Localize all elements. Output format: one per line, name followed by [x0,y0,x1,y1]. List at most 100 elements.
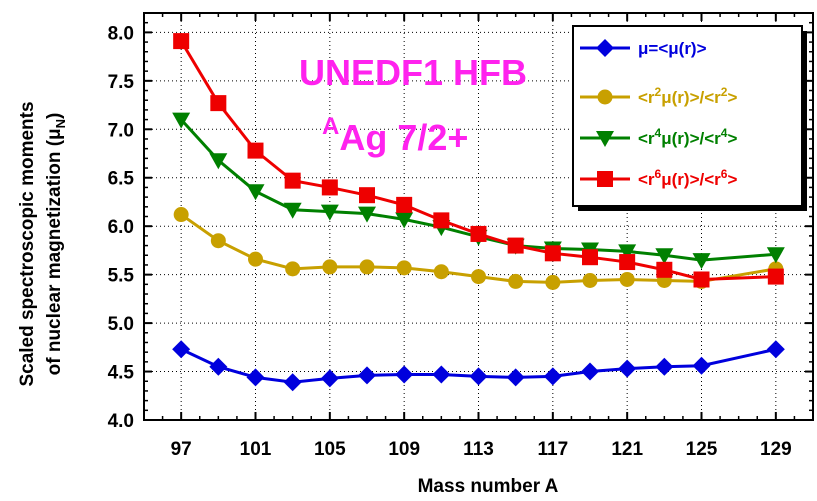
data-point [320,369,339,388]
data-point [507,237,524,254]
series-2 [173,207,784,290]
legend-label-superscript: 6 [721,167,728,181]
data-point [284,172,301,189]
legend-label-part: <r [638,129,655,148]
y-tick-label: 6.0 [108,217,134,238]
data-point [395,365,414,384]
data-point [246,368,265,387]
x-tick-label: 109 [388,439,420,460]
data-point [210,95,227,112]
data-point [283,373,302,392]
data-point [320,204,339,221]
legend-label-part: μ(r)>/<r [661,129,721,148]
legend-marker [596,39,614,57]
data-point [173,33,190,50]
x-tick-label: 105 [314,439,346,460]
y-tick-label: 8.0 [108,23,134,44]
legend-marker [596,131,614,147]
legend-label-part: μ=<μ(r)> [638,39,707,58]
data-point [359,259,375,275]
x-tick-label: 125 [686,439,718,460]
legend-label-part: μ(r)>/<r [661,88,721,107]
data-point [359,187,375,204]
data-point [285,261,301,277]
series-line [180,347,777,384]
series-line [179,40,776,281]
legend-item-2: <r2μ(r)>/<r2> [580,85,737,107]
y-tick-label: 7.5 [108,72,135,93]
legend-marker [597,89,613,105]
data-point [619,271,635,287]
data-point [766,340,785,359]
legend-label-part: > [727,129,737,148]
data-point [471,269,486,285]
y-axis-title-line2: of nuclear magnetization (μN) [44,113,68,376]
data-point [545,274,561,290]
x-tick-label: 97 [171,439,192,460]
data-point [432,365,451,384]
data-point [321,179,338,196]
legend-marker [597,171,613,187]
data-point [172,340,191,359]
series-1 [172,340,785,392]
data-point [656,261,673,278]
annotation-model: UNEDF1 HFB [299,52,527,93]
x-tick-label: 113 [463,439,494,460]
data-point [358,366,376,385]
x-tick-label: 121 [611,439,643,460]
data-point [543,367,562,386]
data-point [433,264,449,280]
data-point [508,273,524,289]
data-point [433,212,450,229]
series-line [180,213,777,284]
data-point [358,206,376,223]
data-point [322,259,338,275]
legend-label-part: > [727,88,737,107]
data-point [692,253,711,270]
annotation-nucleus-label: Ag 7/2+ [339,117,468,158]
data-point [619,254,636,271]
data-point [544,245,561,262]
y-axis-title-line2-subscript: N [53,119,68,128]
y-axis-title-line1: Scaled spectroscopic moments [17,101,38,386]
legend-label-part: > [727,170,737,189]
legend: μ=<μ(r)><r2μ(r)>/<r2><r4μ(r)>/<r4><r6μ(r… [572,25,807,211]
data-point [582,249,598,266]
data-point [618,244,637,261]
y-tick-label: 5.0 [108,314,134,335]
legend-label: μ=<μ(r)> [638,39,707,58]
data-point [210,233,226,249]
legend-label-superscript: 4 [655,126,662,140]
y-tick-label: 7.0 [108,120,134,141]
legend-label-superscript: 2 [721,85,728,99]
data-point [582,272,598,288]
data-point [470,225,487,242]
data-point [173,207,189,223]
y-tick-label: 4.0 [108,411,134,432]
legend-item-1: μ=<μ(r)> [580,39,707,58]
data-point [247,142,264,159]
x-axis-title: Mass number A [418,476,559,497]
legend-label-superscript: 6 [655,167,662,181]
y-tick-label: 6.5 [108,169,135,190]
data-point [246,184,265,201]
data-point [209,153,228,170]
x-tick-label: 129 [760,439,792,460]
annotation-nucleus: AAg 7/2+ [322,113,468,158]
y-tick-label: 4.5 [108,363,135,384]
series-4 [173,33,784,288]
annotation-nucleus-superscript: A [322,113,339,140]
x-tick-label: 101 [240,439,272,460]
data-point [396,196,413,213]
data-point [692,356,711,375]
data-point [283,202,302,219]
y-axis-title-line2-prefix: of nuclear magnetization (μ [44,128,65,375]
data-point [172,112,191,129]
legend-item-4: <r6μ(r)>/<r6> [580,167,737,189]
data-point [655,357,674,376]
data-point [506,368,525,387]
legend-label: <r4μ(r)>/<r4> [638,126,737,148]
data-point [766,247,785,264]
data-point [767,268,784,285]
